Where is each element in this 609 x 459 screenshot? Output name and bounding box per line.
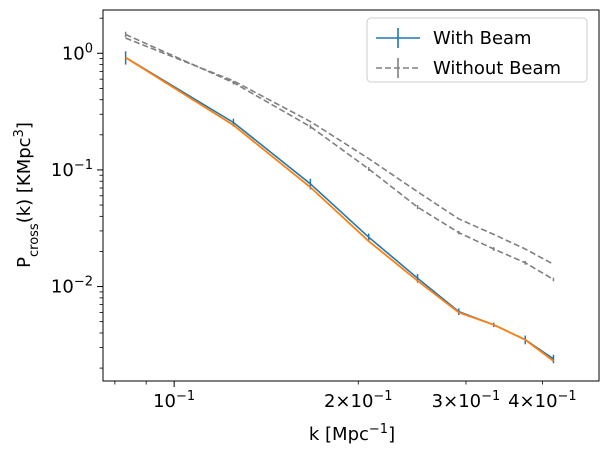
y-tick-label: 10−1 <box>51 157 93 181</box>
series-line-1 <box>125 56 554 362</box>
series-line-3 <box>125 37 554 266</box>
x-tick-label: 3×10−1 <box>432 389 501 413</box>
legend-label: Without Beam <box>433 58 561 79</box>
legend-label: With Beam <box>433 28 532 49</box>
x-tick-label: 4×10−1 <box>508 389 577 413</box>
x-axis-label-exp: −1 <box>369 422 388 437</box>
y-axis-label-sub: cross <box>27 223 42 257</box>
series-line-2 <box>125 33 554 281</box>
legend: With Beam Without Beam <box>366 17 588 83</box>
legend-box <box>366 17 588 83</box>
y-axis-label: Pcross(k) [KMpc3] <box>12 122 42 268</box>
x-axis-label: k [Mpc−1] <box>309 422 395 446</box>
y-axis-ticks: 100 10−1 10−2 <box>51 17 103 369</box>
x-axis-label-main: k [Mpc <box>309 424 369 445</box>
x-tick-label: 2×10−1 <box>324 389 393 413</box>
x-axis-ticks: 10−1 2×10−1 3×10−1 4×10−1 <box>114 381 577 413</box>
y-tick-label: 100 <box>62 41 93 65</box>
y-tick-label: 10−2 <box>51 274 93 298</box>
x-tick-label: 10−1 <box>153 389 195 413</box>
y-axis-label-exp: 3 <box>12 129 27 137</box>
